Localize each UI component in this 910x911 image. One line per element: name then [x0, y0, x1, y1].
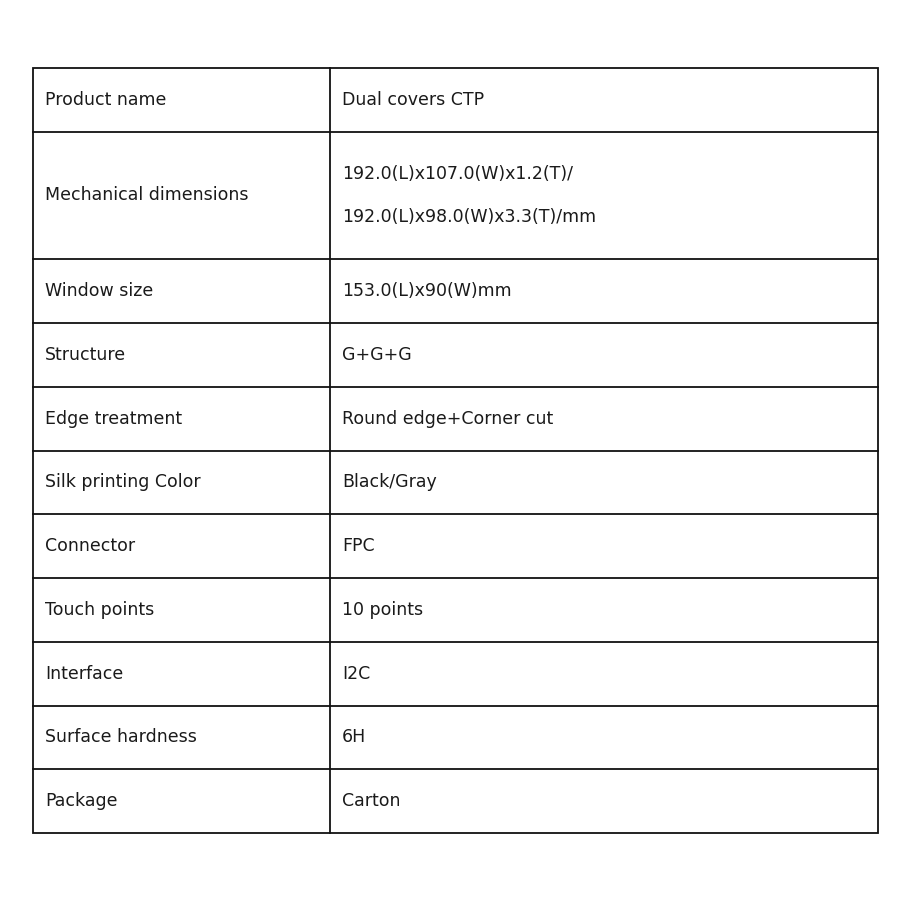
Text: 192.0(L)x98.0(W)x3.3(T)/mm: 192.0(L)x98.0(W)x3.3(T)/mm — [342, 208, 596, 226]
Text: Package: Package — [45, 793, 117, 810]
Bar — [33, 68, 878, 833]
Text: 10 points: 10 points — [342, 601, 423, 619]
Text: Product name: Product name — [45, 91, 167, 109]
Text: Structure: Structure — [45, 346, 126, 363]
Text: Connector: Connector — [45, 537, 135, 555]
Text: Dual covers CTP: Dual covers CTP — [342, 91, 484, 109]
Text: Round edge+Corner cut: Round edge+Corner cut — [342, 410, 553, 427]
Text: 6H: 6H — [342, 729, 366, 746]
Text: I2C: I2C — [342, 665, 370, 682]
Text: 192.0(L)x107.0(W)x1.2(T)/: 192.0(L)x107.0(W)x1.2(T)/ — [342, 165, 573, 183]
Text: 153.0(L)x90(W)mm: 153.0(L)x90(W)mm — [342, 282, 511, 300]
Text: Silk printing Color: Silk printing Color — [45, 474, 200, 491]
Text: FPC: FPC — [342, 537, 375, 555]
Text: Edge treatment: Edge treatment — [45, 410, 182, 427]
Text: G+G+G: G+G+G — [342, 346, 411, 363]
Text: Interface: Interface — [45, 665, 123, 682]
Text: Window size: Window size — [45, 282, 153, 300]
Text: Carton: Carton — [342, 793, 400, 810]
Text: Touch points: Touch points — [45, 601, 155, 619]
Text: Mechanical dimensions: Mechanical dimensions — [45, 187, 248, 204]
Text: Black/Gray: Black/Gray — [342, 474, 437, 491]
Text: Surface hardness: Surface hardness — [45, 729, 197, 746]
